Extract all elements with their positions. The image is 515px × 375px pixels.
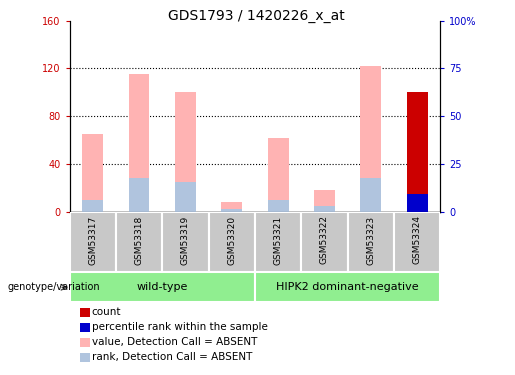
Text: HIPK2 dominant-negative: HIPK2 dominant-negative (277, 282, 419, 292)
Text: value, Detection Call = ABSENT: value, Detection Call = ABSENT (92, 338, 257, 347)
Bar (348, 212, 394, 272)
Text: GDS1793 / 1420226_x_at: GDS1793 / 1420226_x_at (167, 9, 345, 23)
Text: genotype/variation: genotype/variation (8, 282, 100, 292)
Bar (314, 206, 335, 212)
Bar (82, 134, 103, 212)
Text: count: count (92, 308, 121, 317)
Bar (129, 74, 149, 212)
Bar (394, 212, 440, 272)
Bar (407, 92, 427, 212)
Bar (301, 212, 348, 272)
Bar (175, 92, 196, 212)
Bar (407, 194, 427, 212)
Bar (314, 190, 335, 212)
Text: GSM53319: GSM53319 (181, 216, 190, 265)
Bar (268, 138, 288, 212)
Bar (129, 178, 149, 212)
Bar (70, 272, 255, 302)
Text: GSM53318: GSM53318 (134, 216, 144, 265)
Bar (360, 178, 381, 212)
Text: rank, Detection Call = ABSENT: rank, Detection Call = ABSENT (92, 352, 252, 362)
Text: GSM53324: GSM53324 (413, 216, 422, 264)
Bar (70, 212, 116, 272)
Bar (360, 66, 381, 212)
Text: GSM53321: GSM53321 (273, 216, 283, 265)
Bar (268, 200, 288, 212)
Bar (162, 212, 209, 272)
Text: GSM53317: GSM53317 (88, 216, 97, 265)
Text: GSM53323: GSM53323 (366, 216, 375, 265)
Text: GSM53320: GSM53320 (227, 216, 236, 265)
Bar (221, 202, 242, 212)
Bar (175, 182, 196, 212)
Text: percentile rank within the sample: percentile rank within the sample (92, 322, 268, 332)
Bar (209, 212, 255, 272)
Bar (255, 272, 440, 302)
Bar (255, 212, 301, 272)
Bar (116, 212, 162, 272)
Text: GSM53322: GSM53322 (320, 216, 329, 264)
Bar (82, 200, 103, 212)
Bar (221, 210, 242, 212)
Text: wild-type: wild-type (136, 282, 188, 292)
